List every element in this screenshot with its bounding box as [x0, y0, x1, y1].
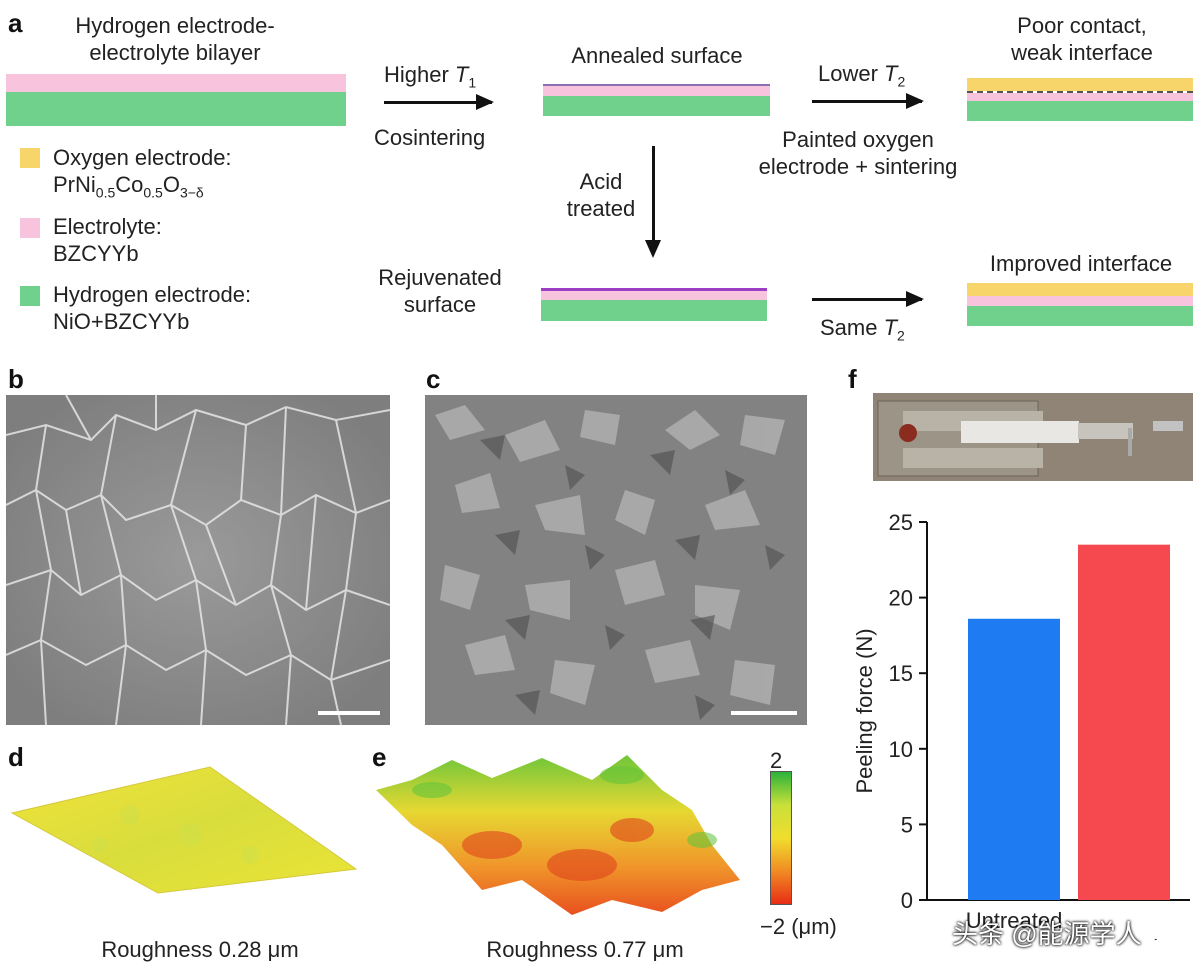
acid-arrow — [652, 146, 655, 244]
y-axis-label: Peeling force (N) — [852, 628, 877, 793]
panel-b-label: b — [8, 364, 24, 394]
bilayer-title-line1: Hydrogen electrode- — [75, 13, 275, 38]
y-tick-label-0: 0 — [901, 888, 913, 913]
annealed-label: Annealed surface — [571, 43, 743, 68]
legend-hydrogen-text: Hydrogen electrode: NiO+BZCYYb — [53, 282, 252, 334]
afm-surface-treated — [376, 755, 740, 915]
acid-arrow-head — [645, 240, 661, 258]
x-category-label-acid-treated: treated — [1090, 935, 1159, 940]
legend-oxygen-text: Oxygen electrode: PrNi0.5Co0.5O3−δ — [53, 145, 232, 201]
sem-image-acid-treated — [425, 395, 807, 725]
roughness-untreated: Roughness 0.28 μm — [101, 937, 299, 962]
legend-hydrogen-swatch — [20, 286, 40, 306]
panel-e-label: e — [372, 742, 387, 772]
step2-arrow — [812, 93, 924, 109]
y-tick-label-15: 15 — [889, 661, 913, 686]
colorbar-max-label: 2 — [770, 748, 783, 773]
scale-bar-b — [318, 711, 380, 715]
acid-label: Acid treated — [566, 169, 636, 221]
bar-acid-treated — [1078, 544, 1170, 900]
rough-texture — [425, 395, 807, 725]
step2-label: Lower T2 — [818, 61, 906, 90]
legend-electrolyte-text: Electrolyte: BZCYYb — [53, 214, 162, 266]
scale-bar-c — [731, 711, 797, 715]
sem-image-untreated — [6, 395, 390, 725]
improved-label: Improved interface — [989, 251, 1173, 276]
y-tick-label-20: 20 — [889, 586, 913, 611]
peeling-force-chart: 0 5 10 15 20 25 Peeling force (N) Untreated trea… — [852, 510, 1190, 940]
y-tick-label-25: 25 — [889, 510, 913, 535]
step3-arrow — [812, 291, 924, 307]
grain-boundaries — [6, 395, 390, 725]
roughness-treated: Roughness 0.77 μm — [486, 937, 684, 962]
colorbar-min-label: −2 (μm) — [760, 914, 837, 939]
panel-c-label: c — [426, 364, 441, 394]
rejuvenated-label: Rejuvenated surface — [378, 265, 502, 317]
step1-arrow — [384, 94, 494, 110]
watermark: 头条 @能源学人 — [952, 919, 1142, 949]
bilayer-hydrogen-layer — [6, 92, 346, 126]
bilayer-title: Hydrogen electrode- electrolyte bilayer — [20, 12, 330, 66]
y-tick-label-5: 5 — [901, 812, 913, 837]
step3-label: Same T2 — [820, 315, 905, 344]
legend-electrolyte-swatch — [20, 218, 40, 238]
step1-label: Higher T1 — [384, 62, 477, 91]
bilayer-title-line2: electrolyte bilayer — [89, 40, 261, 65]
legend-oxygen-swatch — [20, 148, 40, 168]
panel-a-label: a — [8, 8, 23, 38]
step1-sublabel: Cosintering — [374, 125, 486, 150]
panel-f-label: f — [848, 364, 857, 394]
poor-contact-label: Poor contact, weak interface — [1011, 13, 1153, 65]
peel-test-photo — [873, 393, 1193, 481]
panel-d-label: d — [8, 742, 24, 772]
bilayer-electrolyte-layer — [6, 74, 346, 92]
colorbar — [770, 771, 792, 905]
x-category-label-untreated: Untreated — [966, 908, 1063, 933]
y-tick-label-10: 10 — [889, 737, 913, 762]
afm-surface-untreated — [10, 766, 358, 894]
bar-untreated — [968, 618, 1060, 900]
step2-sublabel: Painted oxygen electrode + sintering — [758, 127, 958, 179]
